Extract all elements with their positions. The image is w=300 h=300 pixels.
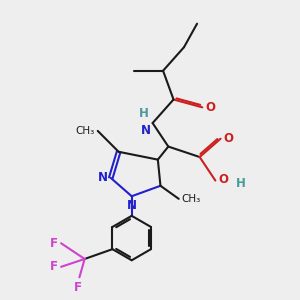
Text: F: F	[74, 281, 82, 294]
Text: O: O	[224, 132, 234, 145]
Text: N: N	[98, 171, 108, 184]
Text: CH₃: CH₃	[182, 194, 201, 204]
Text: F: F	[50, 260, 58, 273]
Text: CH₃: CH₃	[76, 126, 95, 136]
Text: O: O	[218, 173, 229, 186]
Text: O: O	[206, 101, 215, 114]
Text: H: H	[236, 177, 246, 190]
Text: N: N	[141, 124, 151, 137]
Text: F: F	[50, 237, 58, 250]
Text: N: N	[127, 199, 137, 212]
Text: H: H	[139, 107, 149, 120]
